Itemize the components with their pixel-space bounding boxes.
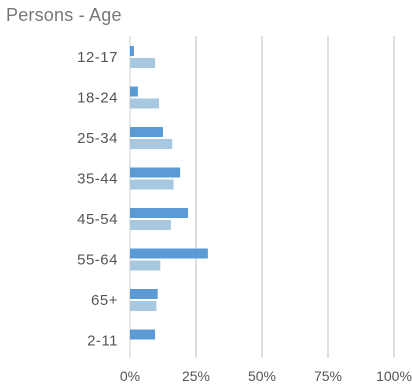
x-tick-label: 100% (376, 368, 412, 384)
chart-title: Persons - Age (6, 5, 122, 25)
bar (130, 301, 157, 311)
bar (130, 58, 156, 68)
category-label: 55-64 (77, 252, 118, 269)
bar (130, 220, 171, 230)
bar (130, 86, 138, 97)
bar (130, 179, 174, 190)
bar (130, 139, 173, 149)
category-label: 65+ (91, 292, 118, 309)
category-label: 25-34 (77, 130, 118, 147)
bar (130, 260, 161, 271)
x-tick-label: 0% (120, 368, 140, 384)
bar (130, 127, 163, 137)
bar (130, 46, 134, 56)
bar (130, 248, 208, 259)
category-label: 18-24 (77, 90, 118, 107)
bar (130, 329, 156, 340)
bar (130, 98, 160, 109)
category-label: 2-11 (87, 333, 118, 350)
x-tick-label: 25% (182, 368, 210, 384)
bar (130, 208, 189, 218)
category-label: 35-44 (77, 171, 118, 188)
category-label: 45-54 (77, 211, 118, 228)
bar (130, 167, 181, 178)
category-label: 12-17 (77, 49, 118, 66)
x-tick-label: 75% (314, 368, 342, 384)
x-tick-label: 50% (248, 368, 276, 384)
bar (130, 289, 158, 299)
